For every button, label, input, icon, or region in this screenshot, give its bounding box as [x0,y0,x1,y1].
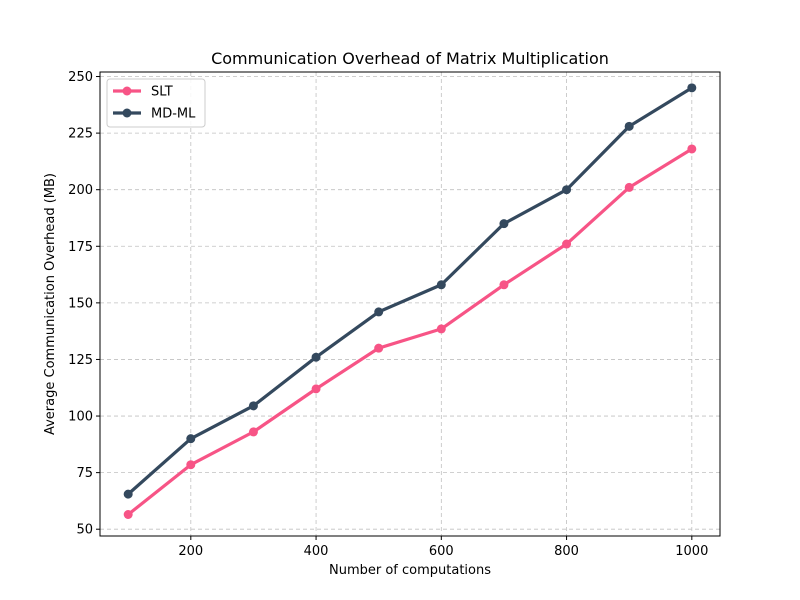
y-tick-label: 50 [76,523,93,538]
x-tick-label: 600 [429,544,454,559]
legend-label: SLT [151,85,173,100]
y-tick-label: 175 [68,240,93,255]
y-tick-label: 75 [76,466,93,481]
plot-frame [99,71,721,537]
legend-label: MD-ML [151,107,196,122]
data-point-slt [186,460,196,470]
data-point-md-ml [499,219,509,229]
x-tick-label: 1000 [675,544,708,559]
data-point-md-ml [374,307,384,317]
x-axis-label: Number of computations [329,563,491,578]
data-point-slt [123,509,133,519]
data-point-md-ml [123,489,133,499]
legend-swatch-marker [122,86,132,96]
data-point-md-ml [248,401,258,411]
series-line-md-ml [127,86,693,496]
data-point-md-ml [562,185,572,195]
plot-area: 200 400 600 800 1000 50 75 100 125 150 175 200 225 25… [68,70,721,559]
data-point-slt [248,427,258,437]
y-axis-label: Average Communication Overhead (MB) [43,173,58,435]
series-line-slt [127,147,693,516]
data-point-slt [624,182,634,192]
y-tick-label: 250 [68,70,93,85]
x-tick-label: 400 [304,544,329,559]
data-point-slt [311,384,321,394]
data-point-md-ml [311,352,321,362]
data-point-slt [436,324,446,334]
data-point-slt [374,343,384,353]
data-point-md-ml [436,280,446,290]
y-tick-label: 100 [68,410,93,425]
data-point-slt [499,280,509,290]
data-point-md-ml [624,121,634,131]
data-point-slt [687,144,697,154]
x-tick-label: 800 [554,544,579,559]
y-tick-label: 225 [68,127,93,142]
legend: SLT MD-ML [106,78,206,128]
data-point-md-ml [186,434,196,444]
legend-swatch-marker [122,108,132,118]
x-tick-label: 200 [178,544,203,559]
chart-title: Communication Overhead of Matrix Multipl… [211,49,609,68]
data-point-md-ml [687,83,697,93]
y-tick-label: 200 [68,183,93,198]
y-tick-label: 125 [68,353,93,368]
y-tick-label: 150 [68,296,93,311]
data-point-slt [562,239,572,249]
